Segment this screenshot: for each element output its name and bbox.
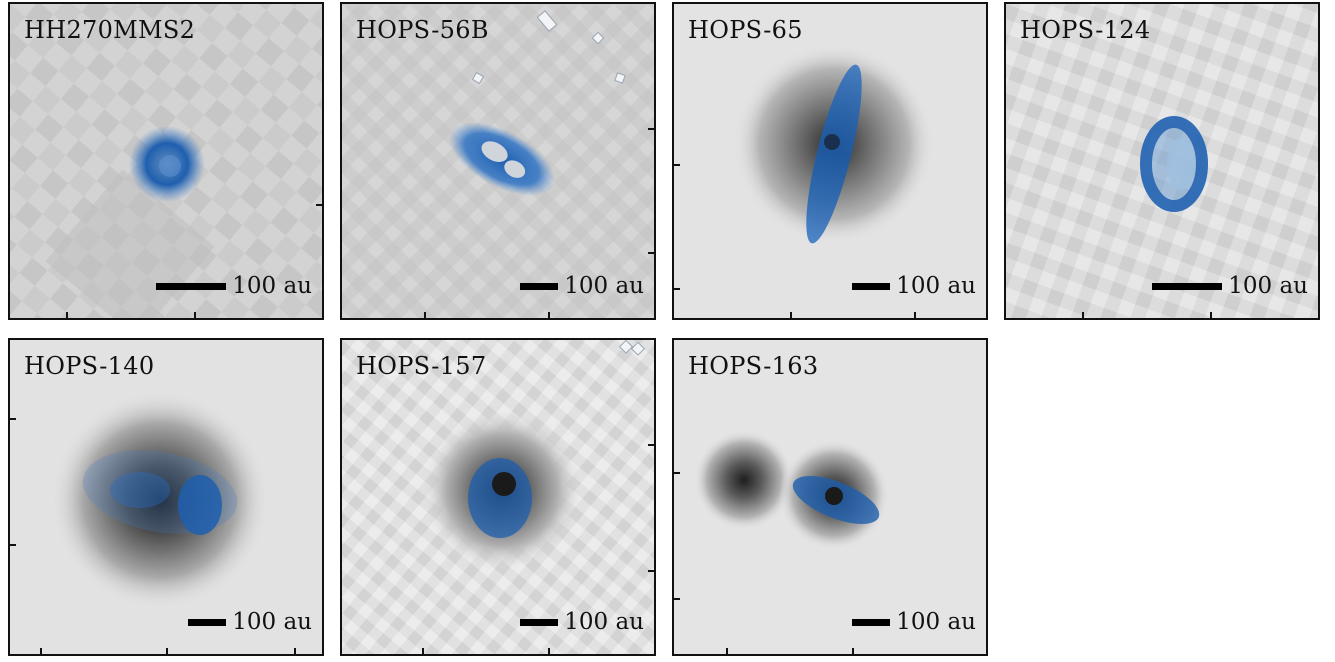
scale-bar-label: 100 au	[564, 609, 644, 635]
tick-mark	[674, 164, 680, 166]
image-hops-163	[674, 340, 986, 654]
scale-bar-label: 100 au	[232, 273, 312, 299]
scale-bar-line	[1152, 282, 1223, 290]
tick-mark	[166, 648, 168, 654]
panel-hops-157: HOPS-157 100 au	[340, 338, 656, 656]
tick-mark	[40, 648, 42, 654]
image-hops-140	[10, 340, 322, 654]
image-hops-157	[342, 340, 654, 654]
scale-bar-line	[188, 618, 227, 626]
tick-mark	[194, 312, 196, 318]
scale-bar: 100 au	[520, 272, 644, 300]
scale-bar-line	[520, 618, 559, 626]
scale-bar-label: 100 au	[896, 609, 976, 635]
panel-label: HOPS-65	[688, 16, 803, 44]
tick-mark	[674, 288, 680, 290]
scale-bar-label: 100 au	[232, 609, 312, 635]
tick-mark	[674, 472, 680, 474]
tick-mark	[852, 648, 854, 654]
panel-label: HOPS-56B	[356, 16, 489, 44]
image-hops-56b	[342, 4, 654, 318]
image-hops-124	[1006, 4, 1318, 318]
scale-bar-line	[156, 282, 227, 290]
tick-mark	[648, 128, 654, 130]
tick-mark	[726, 648, 728, 654]
tick-mark	[1082, 312, 1084, 318]
tick-mark	[648, 252, 654, 254]
scale-bar-line	[520, 282, 559, 290]
tick-mark	[10, 544, 16, 546]
panel-label: HOPS-124	[1020, 16, 1151, 44]
scale-bar-label: 100 au	[564, 273, 644, 299]
image-hops-65	[674, 4, 986, 318]
tick-mark	[548, 648, 550, 654]
scale-bar-line	[852, 282, 891, 290]
scale-bar-label: 100 au	[896, 273, 976, 299]
panel-label: HOPS-140	[24, 352, 155, 380]
panel-hops-56b: HOPS-56B 100 au	[340, 2, 656, 320]
panel-label: HOPS-157	[356, 352, 487, 380]
tick-mark	[66, 312, 68, 318]
image-hh270mms2	[10, 4, 322, 318]
tick-mark	[424, 312, 426, 318]
scale-bar: 100 au	[1152, 272, 1308, 300]
tick-mark	[790, 312, 792, 318]
scale-bar: 100 au	[188, 608, 312, 636]
tick-mark	[316, 204, 322, 206]
panel-label: HH270MMS2	[24, 16, 196, 44]
panel-hops-65: HOPS-65 100 au	[672, 2, 988, 320]
scale-bar: 100 au	[156, 272, 312, 300]
scale-bar-line	[852, 618, 891, 626]
tick-mark	[548, 312, 550, 318]
panel-hops-163: HOPS-163 100 au	[672, 338, 988, 656]
tick-mark	[914, 312, 916, 318]
panel-label: HOPS-163	[688, 352, 819, 380]
scale-bar-label: 100 au	[1228, 273, 1308, 299]
scale-bar: 100 au	[520, 608, 644, 636]
scale-bar: 100 au	[852, 608, 976, 636]
panel-hops-140: HOPS-140 100 au	[8, 338, 324, 656]
tick-mark	[648, 444, 654, 446]
scale-bar: 100 au	[852, 272, 976, 300]
panel-hh270mms2: HH270MMS2 100 au	[8, 2, 324, 320]
tick-mark	[674, 598, 680, 600]
tick-mark	[422, 648, 424, 654]
tick-mark	[1210, 312, 1212, 318]
panel-hops-124: HOPS-124 100 au	[1004, 2, 1320, 320]
tick-mark	[294, 648, 296, 654]
tick-mark	[10, 418, 16, 420]
tick-mark	[648, 570, 654, 572]
